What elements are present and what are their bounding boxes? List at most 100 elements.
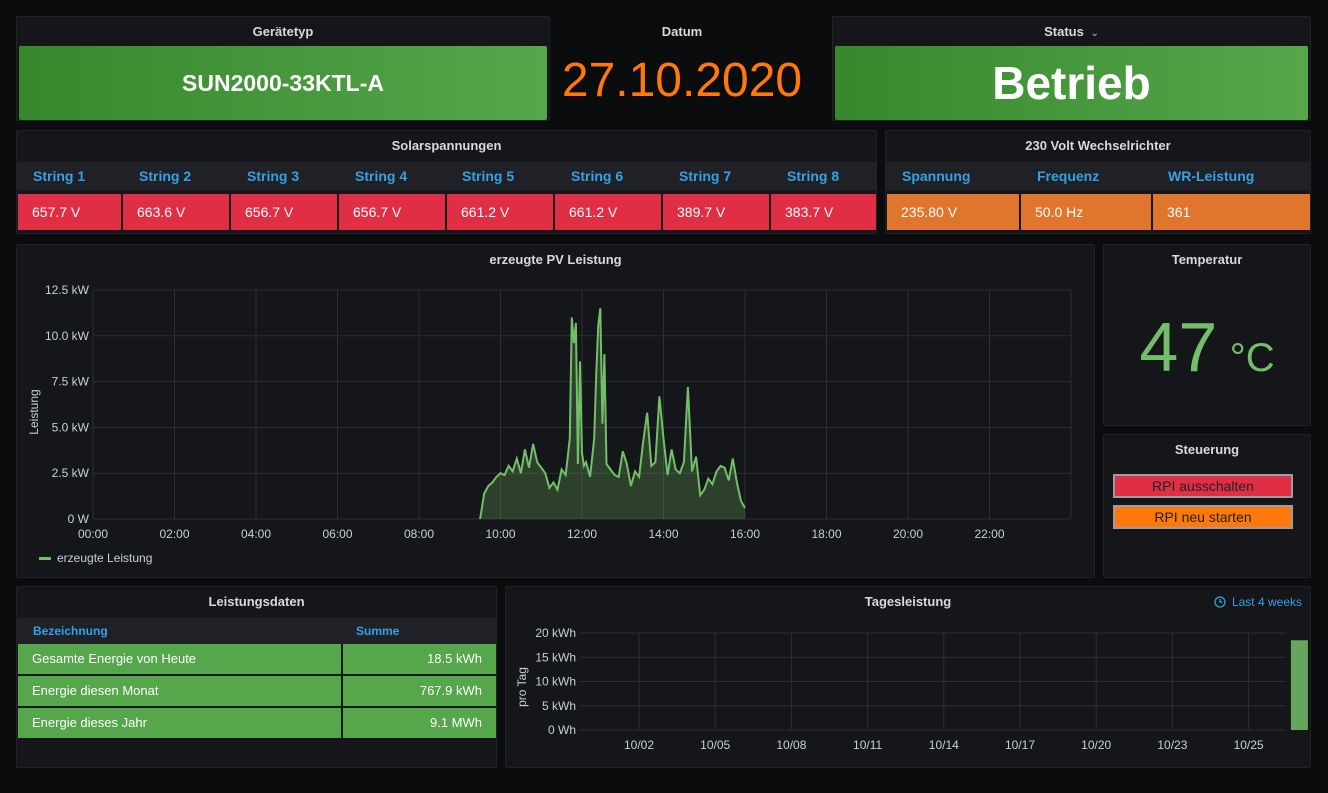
x-tick-label: 10/08 <box>776 738 806 752</box>
x-tick-label: 14:00 <box>648 527 678 541</box>
panel-title: Steuerung <box>1174 442 1240 457</box>
x-tick-label: 10/05 <box>700 738 730 752</box>
panel-pv-leistung: erzeugte PV Leistung Leistung 00:00 02:00… <box>16 244 1095 578</box>
table-cell: 361 <box>1153 194 1310 230</box>
x-tick-label: 04:00 <box>241 527 271 541</box>
column-header[interactable]: String 2 <box>139 168 192 184</box>
row-label: Energie diesen Monat <box>18 676 341 706</box>
column-header[interactable]: WR-Leistung <box>1168 168 1255 184</box>
y-tick-label: 0 W <box>68 512 90 526</box>
series-area <box>480 308 745 519</box>
y-tick-label: 20 kWh <box>535 626 576 640</box>
bar <box>1290 640 1308 730</box>
x-tick-label: 02:00 <box>159 527 189 541</box>
panel-title: Gerätetyp <box>252 24 314 39</box>
y-tick-label: 10 kWh <box>535 675 576 689</box>
row-value: 18.5 kWh <box>343 644 496 674</box>
x-tick-label: 10/17 <box>1005 738 1035 752</box>
panel-title: Temperatur <box>1171 252 1243 267</box>
table-cell: 235.80 V <box>887 194 1019 230</box>
column-header[interactable]: Bezeichnung <box>33 624 108 638</box>
table-cell: 656.7 V <box>231 194 337 230</box>
row-label: Gesamte Energie von Heute <box>18 644 341 674</box>
x-tick-label: 22:00 <box>974 527 1004 541</box>
legend-label[interactable]: erzeugte Leistung <box>57 551 153 565</box>
restart-button[interactable]: RPI neu starten <box>1113 505 1293 529</box>
x-tick-label: 06:00 <box>322 527 352 541</box>
column-header[interactable]: String 4 <box>355 168 408 184</box>
y-tick-label: 0 Wh <box>548 723 576 737</box>
table-cell: 657.7 V <box>18 194 121 230</box>
time-range-indicator[interactable]: Last 4 weeks <box>1214 595 1302 609</box>
column-header[interactable]: String 7 <box>679 168 732 184</box>
table-cell: 656.7 V <box>339 194 445 230</box>
time-range-label: Last 4 weeks <box>1231 595 1302 609</box>
chart-legend[interactable]: erzeugte Leistung <box>39 551 152 565</box>
x-tick-label: 10/23 <box>1157 738 1187 752</box>
x-tick-label: 10:00 <box>485 527 515 541</box>
table-cell: 50.0 Hz <box>1021 194 1151 230</box>
panel-title: 230 Volt Wechselrichter <box>1025 138 1171 153</box>
panel-tagesleistung: Tagesleistung Last 4 weeks pro Tag 0 Wh 5… <box>505 586 1311 768</box>
series-line <box>479 308 746 520</box>
panel-title: Tagesleistung <box>864 594 952 609</box>
row-label: Energie dieses Jahr <box>18 708 341 738</box>
column-header[interactable]: Summe <box>356 624 400 638</box>
status-value: Betrieb <box>992 57 1151 109</box>
panel-geraetetyp: Gerätetyp SUN2000-33KTL-A <box>16 16 550 121</box>
y-tick-label: 10.0 kW <box>45 329 90 343</box>
x-tick-label: 08:00 <box>404 527 434 541</box>
x-tick-label: 10/11 <box>853 738 882 752</box>
shutdown-button[interactable]: RPI ausschalten <box>1113 474 1293 498</box>
panel-title[interactable]: Status ⌄ <box>833 17 1310 47</box>
table-cell: 661.2 V <box>447 194 553 230</box>
panel-status: Status ⌄ Betrieb <box>832 16 1311 121</box>
x-tick-label: 00:00 <box>78 527 108 541</box>
x-tick-label: 20:00 <box>893 527 923 541</box>
legend-color-swatch <box>39 556 51 560</box>
table-header: Bezeichnung Summe <box>17 618 496 644</box>
column-header[interactable]: Spannung <box>902 168 971 184</box>
panel-title: erzeugte PV Leistung <box>489 252 622 267</box>
column-header[interactable]: String 8 <box>787 168 840 184</box>
panel-title: Datum <box>661 24 703 39</box>
row-value: 767.9 kWh <box>343 676 496 706</box>
daily-energy-chart[interactable]: pro Tag 0 Wh 5 kWh 10 kWh 15 kWh 20 kWh 10/02… <box>506 587 1312 769</box>
x-tick-label: 10/25 <box>1234 738 1264 752</box>
x-tick-label: 12:00 <box>567 527 597 541</box>
x-tick-label: 18:00 <box>811 527 841 541</box>
table-header: Spannung Frequenz WR-Leistung <box>886 162 1310 190</box>
panel-title: Solarspannungen <box>391 138 502 153</box>
panel-datum: Datum 27.10.2020 <box>554 16 810 121</box>
status-title: Status <box>1044 24 1084 39</box>
table-cell: 661.2 V <box>555 194 661 230</box>
device-type-value: SUN2000-33KTL-A <box>182 69 384 96</box>
column-header[interactable]: String 5 <box>462 168 515 184</box>
column-header[interactable]: String 6 <box>571 168 624 184</box>
y-axis-label: pro Tag <box>515 667 529 707</box>
y-tick-label: 12.5 kW <box>45 283 90 297</box>
device-type-stat: SUN2000-33KTL-A <box>19 46 547 120</box>
status-stat: Betrieb <box>835 46 1308 120</box>
temperature-value: 47 <box>1139 308 1218 386</box>
clock-icon <box>1214 596 1226 608</box>
column-header[interactable]: String 3 <box>247 168 300 184</box>
row-value: 9.1 MWh <box>343 708 496 738</box>
chevron-down-icon[interactable]: ⌄ <box>1090 28 1099 39</box>
table-cell: 663.6 V <box>123 194 229 230</box>
temperature-stat: 47 °C <box>1104 307 1310 387</box>
pv-power-chart[interactable]: Leistung 00:00 02:00 04:00 06:00 08:00 10:00 1… <box>17 245 1096 579</box>
y-tick-label: 5.0 kW <box>52 420 90 434</box>
date-value: 27.10.2020 <box>561 54 803 107</box>
x-tick-label: 16:00 <box>730 527 760 541</box>
panel-solarspannungen: Solarspannungen String 1 String 2 String… <box>16 130 877 234</box>
column-header[interactable]: String 1 <box>33 168 86 184</box>
table-cell: 383.7 V <box>771 194 876 230</box>
panel-title: Leistungsdaten <box>208 594 305 609</box>
x-tick-label: 10/20 <box>1081 738 1111 752</box>
table-cell: 389.7 V <box>663 194 769 230</box>
panel-leistungsdaten: Leistungsdaten Bezeichnung Summe Gesamte… <box>16 586 497 768</box>
column-header[interactable]: Frequenz <box>1037 168 1100 184</box>
x-tick-label: 10/14 <box>929 738 959 752</box>
panel-steuerung: Steuerung RPI ausschalten RPI neu starte… <box>1103 434 1311 578</box>
